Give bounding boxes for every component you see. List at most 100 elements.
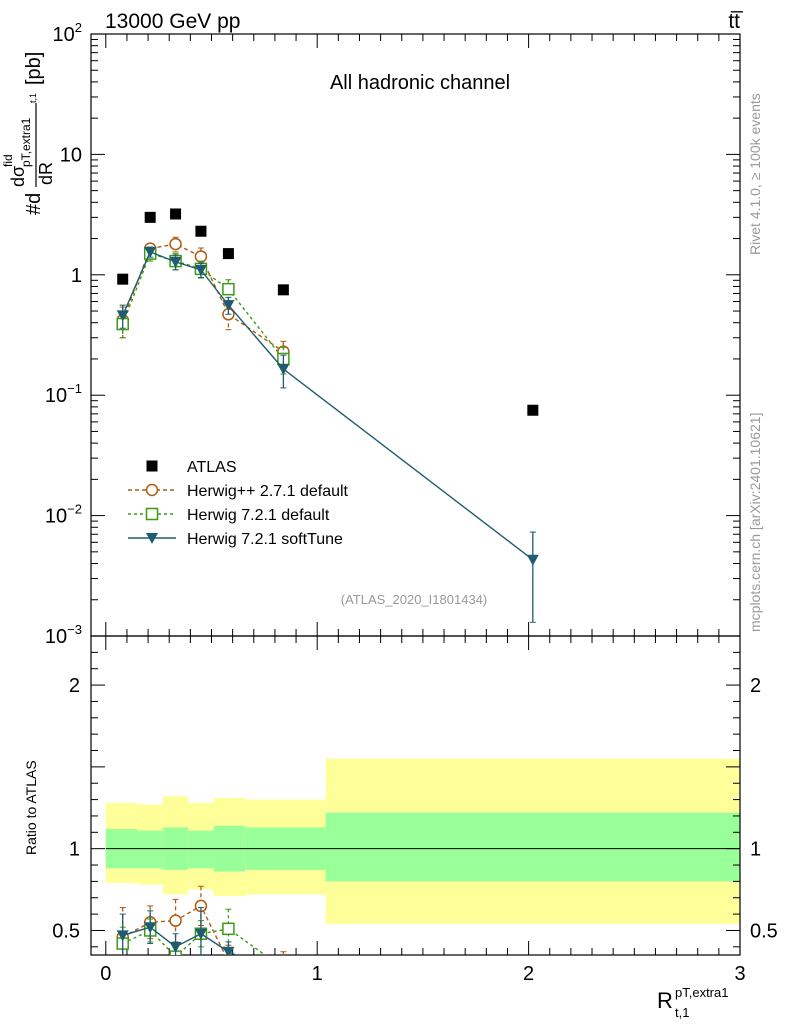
ylabel-denominator: dR [36,162,56,185]
svg-text:pT,extra1: pT,extra1 [19,117,33,167]
ratio-y-tick-label: 2 [69,675,80,697]
rivet-version-text: Rivet 4.1.0, ≥ 100k events [747,93,763,255]
ratio-point [222,946,235,955]
x-tick-label: 2 [523,963,534,985]
svg-text:[pb]: [pb] [23,52,45,85]
y-tick-label: 10−2 [45,502,82,528]
ratio-y-tick-label: 1 [69,839,80,861]
legend-marker [145,507,159,521]
data-point [170,208,182,220]
series-atlas [117,208,539,416]
x-tick-label: 1 [312,963,323,985]
svg-text:#d: #d [23,193,45,215]
data-point [116,310,129,322]
xlabel-sub: t,1 [675,1005,689,1020]
legend-entry-herwig-7-2-1-softtune: Herwig 7.2.1 softTune [128,531,343,548]
x-tick-label: 3 [734,963,745,985]
legend-label: Herwig 7.2.1 softTune [187,531,343,548]
ylabel-numerator: dσ [8,166,28,187]
ratio-y-tick-label: 2 [750,675,761,697]
header-left: 13000 GeV pp [105,10,240,33]
ratio-band-inner [325,812,740,882]
xlabel-main: R [657,988,673,1013]
svg-text:dR: dR [36,162,56,185]
ylabel-unit: [pb] [23,52,45,85]
series-herwig-7-2-1-softtune [116,246,539,623]
svg-text:t,1: t,1 [28,93,38,103]
legend-entry-herwig-2-7-1-default: Herwig++ 2.7.1 default [128,483,349,500]
data-point [169,256,182,268]
legend-entry-herwig-7-2-1-default: Herwig 7.2.1 default [128,507,330,524]
ratio-point [527,998,539,1009]
ratio-point [278,958,289,969]
y-tick-label: 102 [53,20,82,46]
data-point [277,364,290,376]
legend-entry-atlas: ATLAS [146,459,237,476]
ratio-series-herwig-7-2-1-default [116,908,289,974]
legend-label: Herwig 7.2.1 default [187,507,330,524]
series-line [122,243,284,353]
ratio-point [116,930,129,942]
ratio-point [223,956,234,967]
analysis-id: (ATLAS_2020_I1801434) [341,592,487,607]
ratio-series-herwig-7-2-1-softtune [116,907,539,1009]
ratio-point [169,914,182,927]
legend-label: ATLAS [187,459,237,476]
data-point [527,404,539,416]
legend-marker [146,460,158,472]
series-line [122,252,284,360]
xlabel-sup: pT,extra1 [675,985,728,1000]
mcplots-text: mcplots.cern.ch [arXiv:2401.10621] [747,413,763,632]
data-point [169,237,182,251]
ratio-point [194,928,207,940]
legend-label: Herwig++ 2.7.1 default [187,483,349,500]
data-point [222,248,234,260]
ylabel-num-sup: fid [1,154,15,167]
data-point [117,273,129,285]
data-point [194,250,208,263]
plot-frames [90,33,741,956]
ratio-y-tick-label: 1 [750,839,761,861]
ratio-point [222,922,235,936]
legend-marker [146,533,158,544]
ratio-y-label: Ratio to ATLAS [23,760,39,855]
ratio-point [278,963,289,974]
y-tick-label: 10−3 [45,622,82,648]
ratio-y-tick-label: 0.5 [52,920,80,942]
svg-text:fid: fid [1,154,15,167]
data-point [144,211,156,223]
ratio-band-inner [188,830,214,869]
data-point [144,246,157,258]
svg-text:dσ: dσ [8,166,28,187]
ratio-y-tick-label: 0.5 [750,920,778,942]
y-tick-label: 10 [60,144,82,166]
ratio-point [169,941,182,953]
chart-title: All hadronic channel [330,72,510,94]
y-axis-label: #d dσ fid pT,extra1 t,1 dR [pb] [1,52,56,215]
ratio-point [277,971,289,982]
data-point [277,284,289,296]
y-tick-label: 10−1 [45,381,82,407]
data-point [222,282,235,296]
data-point [222,300,235,312]
ylabel-prefix: #d [23,193,45,215]
legend: ATLAS Herwig++ 2.7.1 default Herwig 7.2.1 … [128,459,349,548]
x-tick-label: 0 [100,963,111,985]
ratio-bands [105,758,740,924]
ratio-line [122,926,238,955]
y-tick-label: 1 [71,265,82,287]
data-point [195,225,207,237]
ylabel-num-sub: pT,extra1 [19,117,33,167]
ylabel-num-sub2: t,1 [28,93,38,103]
x-axis-label: R pT,extra1 t,1 [657,985,728,1020]
series-layer [116,208,539,1009]
ratio-line [122,904,226,955]
ratio-point [144,922,157,934]
header-right: tt̅ [728,10,744,33]
ratio-band-inner [137,830,163,869]
data-point [194,264,207,276]
legend-marker [145,483,159,497]
data-point [526,554,539,566]
